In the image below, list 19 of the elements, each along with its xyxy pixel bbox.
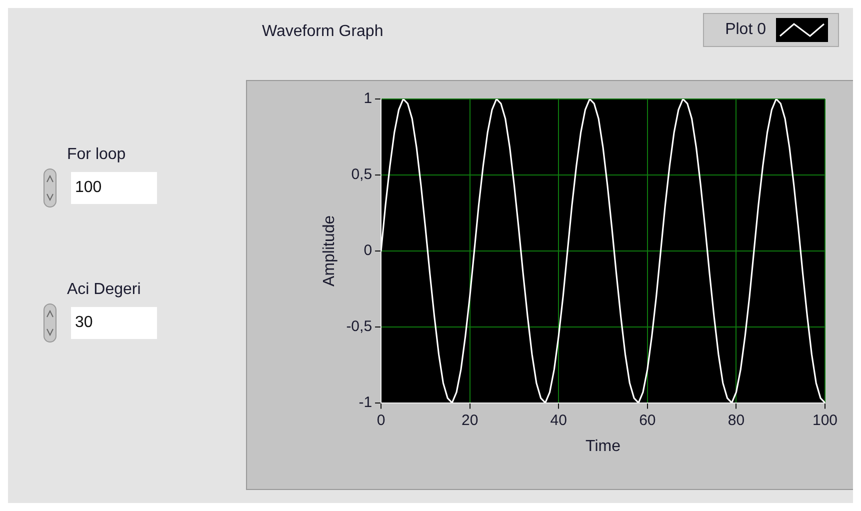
- chart-title: Waveform Graph: [262, 23, 384, 41]
- y-tick-label: 0,5: [351, 166, 372, 184]
- y-tick-label: -0,5: [346, 318, 372, 335]
- y-tick-label: -1: [358, 394, 372, 411]
- y-tick-label: 0: [364, 242, 372, 260]
- text: 100: [71, 172, 157, 204]
- text: Aci Degeri: [67, 281, 142, 299]
- x-tick-label: 0: [376, 412, 386, 429]
- x-tick-label: 80: [728, 412, 745, 429]
- x-tick-label: 40: [550, 412, 567, 429]
- text: For loop: [67, 146, 127, 164]
- y-tick-label: 1: [364, 90, 372, 108]
- text: 30: [71, 307, 157, 339]
- x-tick-label: 60: [639, 412, 656, 429]
- x-tick-label: 100: [812, 412, 838, 429]
- legend-label: Plot 0: [725, 21, 766, 39]
- y-axis-title: Amplitude: [321, 215, 338, 286]
- x-tick-label: 20: [461, 412, 478, 429]
- x-axis-title: Time: [586, 438, 621, 455]
